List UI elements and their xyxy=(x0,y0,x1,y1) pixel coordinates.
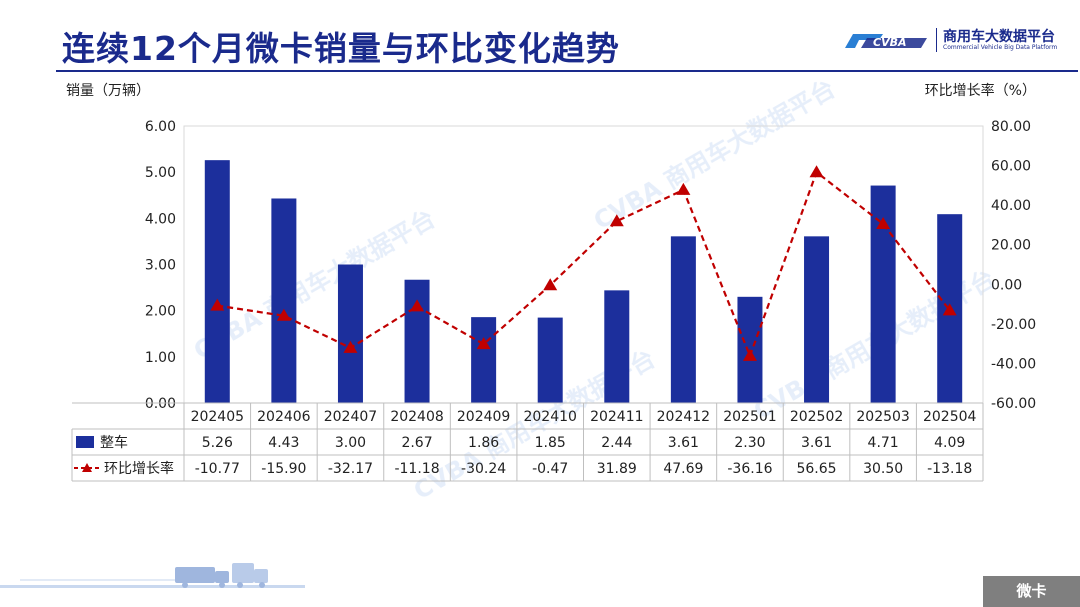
right-tick-label: 60.00 xyxy=(991,159,1031,175)
line-point xyxy=(809,165,824,178)
line-value-label: -30.24 xyxy=(461,461,506,477)
truck-decoration-icon xyxy=(0,563,305,588)
brand-logo: CVBA 商用车大数据平台 Commercial Vehicle Big Dat… xyxy=(843,26,1068,56)
bar-value-label: 2.67 xyxy=(401,435,432,451)
right-tick-label: -40.00 xyxy=(991,356,1036,372)
right-axis-label: 环比增长率（%） xyxy=(924,83,1036,99)
title-divider xyxy=(56,70,1078,72)
logo-name-cn: 商用车大数据平台 xyxy=(943,29,1055,45)
logo-name-en: Commercial Vehicle Big Data Platform xyxy=(943,44,1058,51)
logo-divider xyxy=(936,28,937,52)
right-tick-label: 80.00 xyxy=(991,119,1031,135)
line-value-label: -36.16 xyxy=(727,461,772,477)
bar-value-label: 2.30 xyxy=(734,435,765,451)
category-label: 202412 xyxy=(657,409,710,425)
line-value-label: -32.17 xyxy=(328,461,373,477)
cvba-logo-icon: CVBA xyxy=(845,34,927,49)
bar xyxy=(404,279,430,403)
bar xyxy=(271,198,297,403)
series-line xyxy=(217,170,951,359)
bar-value-label: 4.71 xyxy=(868,435,899,451)
page-title: 连续12个月微卡销量与环比变化趋势 xyxy=(62,29,620,68)
bar-value-label: 3.00 xyxy=(335,435,366,451)
bar-value-label: 5.26 xyxy=(202,435,233,451)
bar-value-label: 1.85 xyxy=(535,435,566,451)
line-point xyxy=(343,340,358,353)
category-label: 202503 xyxy=(856,409,909,425)
category-label: 202411 xyxy=(590,409,643,425)
bar-value-label: 1.86 xyxy=(468,435,499,451)
line-value-label: -10.77 xyxy=(195,461,240,477)
bar xyxy=(604,290,630,403)
left-tick-label: 5.00 xyxy=(145,165,176,181)
right-tick-label: -60.00 xyxy=(991,396,1036,412)
bar-value-label: 4.09 xyxy=(934,435,965,451)
left-tick-label: 6.00 xyxy=(145,119,176,135)
left-tick-label: 0.00 xyxy=(145,396,176,412)
bar-value-label: 4.43 xyxy=(268,435,299,451)
line-point xyxy=(942,303,957,316)
category-label: 202409 xyxy=(457,409,510,425)
bar xyxy=(670,236,696,403)
category-label: 202504 xyxy=(923,409,977,425)
category-label: 202407 xyxy=(324,409,377,425)
line-point xyxy=(876,216,891,229)
line-point xyxy=(476,337,491,350)
bar xyxy=(204,160,230,403)
category-label: 202405 xyxy=(191,409,244,425)
line-value-label: -0.47 xyxy=(532,461,568,477)
line-value-label: -13.18 xyxy=(927,461,972,477)
right-tick-label: 40.00 xyxy=(991,198,1031,214)
line-point xyxy=(276,308,291,321)
bar xyxy=(337,264,363,403)
right-tick-label: 0.00 xyxy=(991,277,1022,293)
left-tick-label: 3.00 xyxy=(145,258,176,274)
line-value-label: 47.69 xyxy=(663,461,703,477)
bar xyxy=(537,317,563,403)
line-point xyxy=(210,298,225,311)
category-label: 202406 xyxy=(257,409,311,425)
right-tick-label: -20.00 xyxy=(991,317,1036,333)
legend-bar-label: 整车 xyxy=(100,434,128,451)
legend-line-label: 环比增长率 xyxy=(104,460,174,477)
line-value-label: 30.50 xyxy=(863,461,903,477)
left-tick-label: 1.00 xyxy=(145,350,176,366)
line-point xyxy=(609,214,624,227)
category-label: 202410 xyxy=(523,409,576,425)
legend-line-marker xyxy=(82,463,92,472)
category-label: 202501 xyxy=(723,409,776,425)
line-point xyxy=(410,299,425,312)
line-value-label: -11.18 xyxy=(394,461,439,477)
bar-value-label: 3.61 xyxy=(668,435,699,451)
category-label: 202408 xyxy=(390,409,443,425)
legend-bar-swatch xyxy=(76,436,94,448)
bar-value-label: 2.44 xyxy=(601,435,632,451)
line-value-label: -15.90 xyxy=(261,461,306,477)
bar-value-label: 3.61 xyxy=(801,435,832,451)
left-axis-label: 销量（万辆） xyxy=(66,83,150,99)
plot-area: 0.00 1.00 2.00 3.00 4.00 5.00 6.00 -60.00 -40.00… xyxy=(145,119,1036,412)
line-value-label: 31.89 xyxy=(597,461,637,477)
category-tag: 微卡 xyxy=(983,576,1080,607)
left-tick-label: 2.00 xyxy=(145,304,176,320)
line-point xyxy=(676,182,691,195)
left-tick-label: 4.00 xyxy=(145,211,176,227)
bar xyxy=(471,317,497,403)
line-point xyxy=(543,278,558,291)
bar xyxy=(804,236,830,403)
svg-text:CVBA: CVBA xyxy=(873,36,906,49)
line-point xyxy=(742,348,757,361)
line-value-label: 56.65 xyxy=(796,461,836,477)
category-label: 202502 xyxy=(790,409,843,425)
right-tick-label: 20.00 xyxy=(991,238,1031,254)
data-table: 202405 202406 202407 202408 202409 202410 2024… xyxy=(71,402,984,482)
